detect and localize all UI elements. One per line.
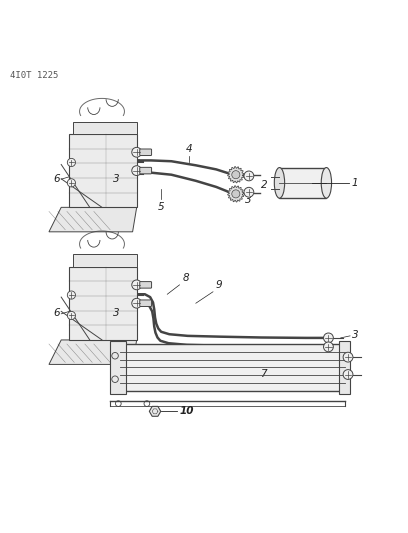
FancyBboxPatch shape	[140, 300, 152, 306]
Text: 3: 3	[352, 329, 358, 340]
Circle shape	[343, 352, 353, 362]
Polygon shape	[228, 185, 244, 202]
Circle shape	[324, 342, 333, 352]
Polygon shape	[149, 406, 161, 416]
Polygon shape	[49, 340, 137, 365]
Text: 3: 3	[113, 309, 119, 318]
Circle shape	[67, 179, 75, 187]
FancyBboxPatch shape	[140, 167, 152, 174]
Ellipse shape	[274, 167, 285, 198]
Text: 9: 9	[215, 280, 222, 290]
Ellipse shape	[321, 167, 332, 198]
Text: 10: 10	[180, 406, 194, 416]
Text: 2: 2	[261, 180, 268, 190]
Circle shape	[132, 166, 142, 175]
Text: 4: 4	[186, 144, 192, 154]
Polygon shape	[228, 166, 244, 183]
Text: 4I0T 1225: 4I0T 1225	[10, 71, 59, 80]
Circle shape	[67, 158, 75, 166]
Bar	[73, 254, 137, 266]
Circle shape	[343, 369, 353, 379]
Circle shape	[232, 171, 240, 179]
Text: 5: 5	[158, 202, 164, 212]
Polygon shape	[49, 207, 137, 232]
Text: 6: 6	[54, 174, 60, 184]
Bar	[69, 266, 137, 340]
Circle shape	[67, 291, 75, 299]
Circle shape	[244, 187, 254, 197]
Bar	[279, 167, 326, 198]
Circle shape	[132, 280, 142, 290]
Text: 3: 3	[245, 196, 251, 205]
Circle shape	[232, 190, 240, 198]
FancyBboxPatch shape	[140, 281, 152, 288]
Text: 7: 7	[260, 369, 266, 379]
Text: 8: 8	[183, 273, 189, 283]
Text: 6: 6	[54, 309, 60, 318]
Bar	[110, 341, 126, 394]
FancyBboxPatch shape	[140, 149, 152, 156]
Circle shape	[132, 147, 142, 157]
Bar	[120, 344, 345, 391]
Circle shape	[132, 298, 142, 308]
Circle shape	[67, 311, 75, 320]
Circle shape	[244, 171, 254, 181]
Bar	[73, 122, 137, 134]
Bar	[339, 341, 350, 394]
Text: 3: 3	[113, 174, 119, 184]
Circle shape	[324, 333, 333, 343]
Text: 1: 1	[352, 178, 358, 188]
Bar	[69, 134, 137, 207]
